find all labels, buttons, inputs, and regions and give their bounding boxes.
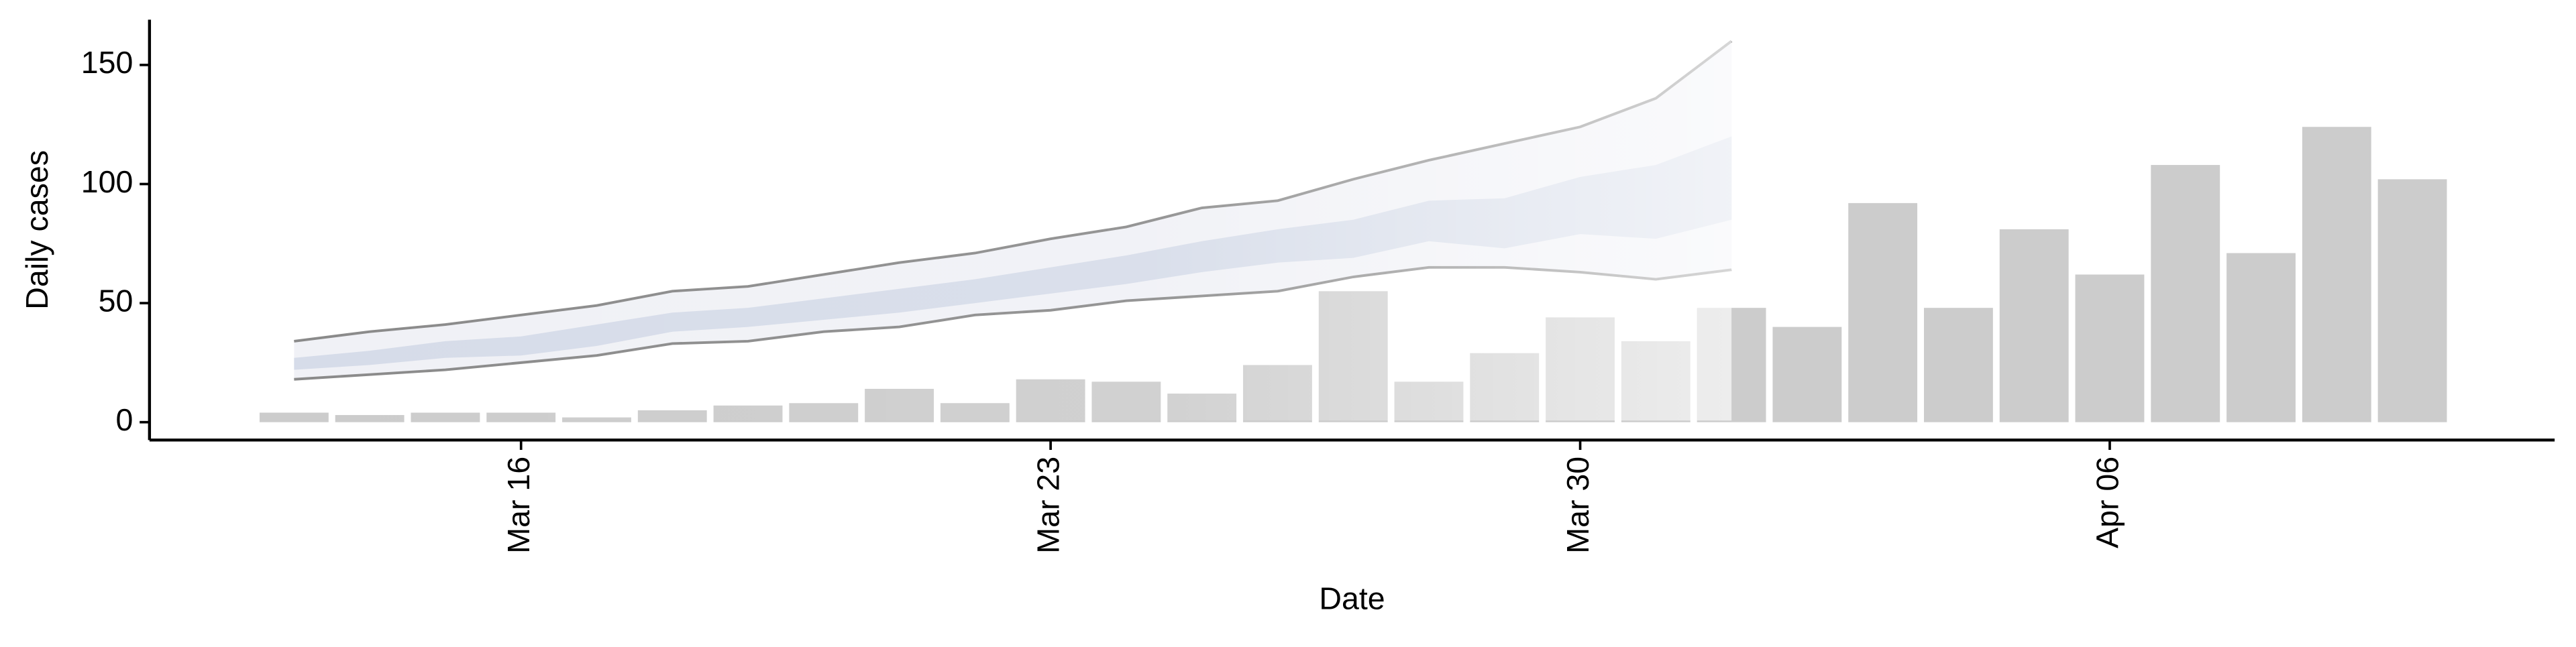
bar: [2302, 127, 2371, 422]
x-axis-title: Date: [1319, 581, 1385, 616]
band-fade: [294, 19, 1732, 421]
bar: [2226, 253, 2296, 422]
y-tick-label: 100: [81, 164, 133, 199]
bar: [2075, 274, 2145, 422]
x-tick-label: Mar 16: [501, 457, 536, 554]
bar: [1999, 229, 2069, 422]
bar: [1848, 202, 1918, 422]
x-tick-label: Mar 23: [1030, 457, 1065, 554]
bar: [2377, 179, 2447, 422]
x-tick-label: Apr 06: [2090, 457, 2125, 548]
x-tick-label: Mar 30: [1560, 457, 1595, 554]
y-axis-title: Daily cases: [19, 150, 54, 310]
bar: [1772, 327, 1842, 422]
bar: [2151, 165, 2220, 422]
y-tick-label: 150: [81, 45, 133, 80]
y-tick-label: 0: [115, 402, 133, 437]
bar: [1924, 308, 1993, 422]
y-tick-label: 50: [99, 283, 133, 318]
